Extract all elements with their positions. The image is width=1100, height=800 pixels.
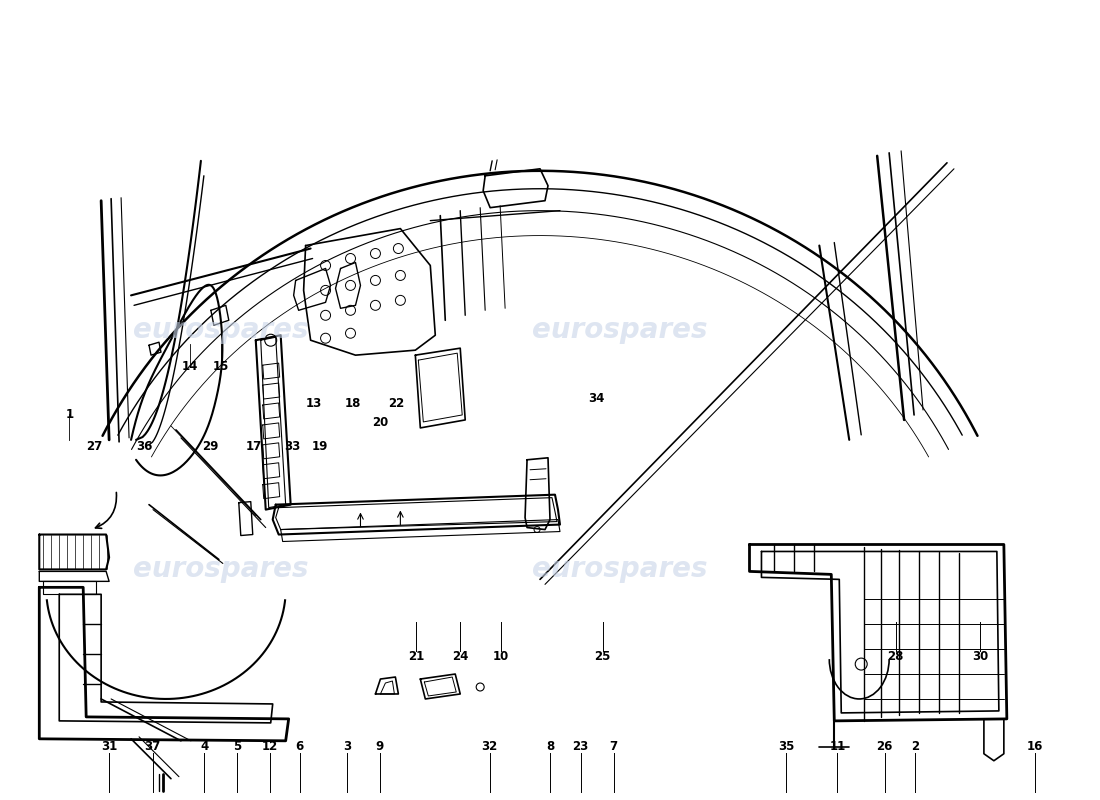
Text: 2: 2: [911, 740, 920, 754]
Text: 5: 5: [233, 740, 241, 754]
Text: 17: 17: [245, 440, 262, 453]
Text: 34: 34: [587, 392, 604, 405]
Text: 29: 29: [201, 440, 218, 453]
Text: 35: 35: [778, 740, 794, 754]
Text: 9: 9: [376, 740, 384, 754]
Text: 16: 16: [1026, 740, 1043, 754]
Text: 1: 1: [65, 408, 74, 421]
Text: 31: 31: [101, 740, 117, 754]
Text: 25: 25: [594, 650, 610, 663]
Text: 30: 30: [972, 650, 988, 663]
Text: 20: 20: [372, 416, 388, 429]
Text: 12: 12: [262, 740, 278, 754]
Text: 14: 14: [182, 360, 198, 373]
Text: 4: 4: [200, 740, 209, 754]
Text: 6: 6: [296, 740, 304, 754]
Text: 15: 15: [212, 360, 229, 373]
Text: 22: 22: [388, 398, 405, 410]
Text: 13: 13: [306, 398, 322, 410]
Text: 10: 10: [493, 650, 508, 663]
Text: 19: 19: [311, 440, 328, 453]
Text: 27: 27: [87, 440, 102, 453]
Text: 21: 21: [408, 650, 425, 663]
Text: eurospares: eurospares: [133, 555, 309, 583]
Text: 7: 7: [609, 740, 618, 754]
Text: eurospares: eurospares: [133, 316, 309, 344]
Text: 36: 36: [135, 440, 152, 453]
Text: 37: 37: [145, 740, 161, 754]
Text: 8: 8: [546, 740, 554, 754]
Text: 11: 11: [829, 740, 846, 754]
Text: 3: 3: [343, 740, 351, 754]
Text: 32: 32: [482, 740, 498, 754]
Text: eurospares: eurospares: [532, 316, 707, 344]
Text: 28: 28: [888, 650, 904, 663]
Text: eurospares: eurospares: [532, 555, 707, 583]
Text: 26: 26: [877, 740, 893, 754]
Text: 18: 18: [344, 398, 361, 410]
Text: 23: 23: [573, 740, 588, 754]
Text: 24: 24: [452, 650, 469, 663]
Text: 33: 33: [284, 440, 300, 453]
